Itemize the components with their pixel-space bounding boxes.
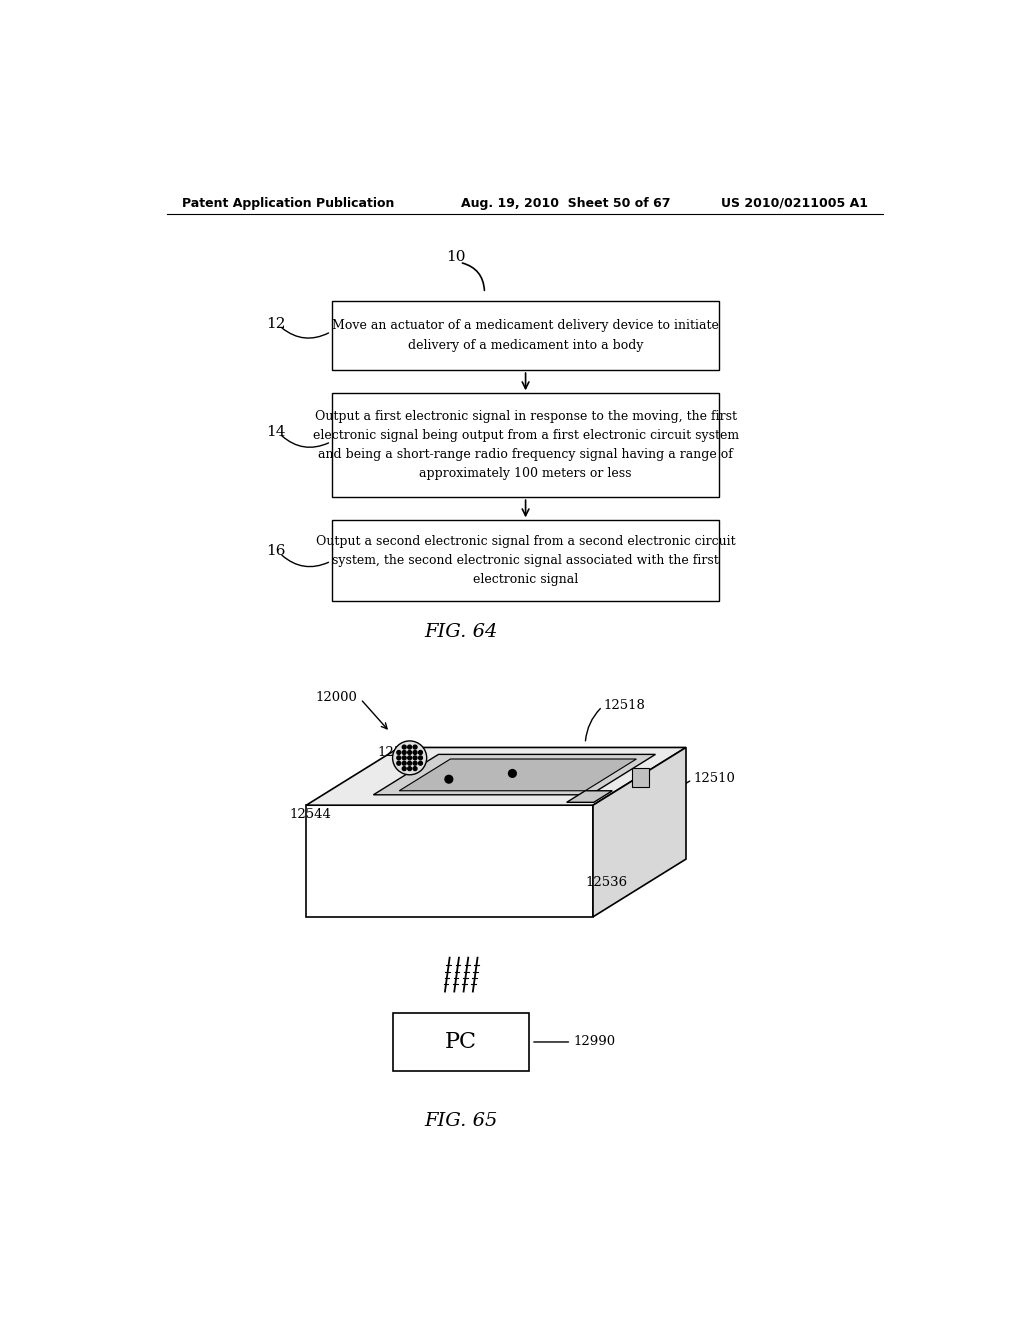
Circle shape [419, 751, 423, 755]
Text: Move an actuator of a medicament delivery device to initiate
delivery of a medic: Move an actuator of a medicament deliver… [332, 319, 719, 351]
Text: Output a first electronic signal in response to the moving, the first
electronic: Output a first electronic signal in resp… [312, 411, 738, 480]
Polygon shape [374, 755, 655, 795]
FancyArrowPatch shape [282, 329, 329, 338]
Circle shape [402, 767, 407, 771]
Circle shape [445, 775, 453, 783]
Text: 14: 14 [266, 425, 286, 438]
FancyArrowPatch shape [362, 701, 387, 729]
Polygon shape [399, 759, 636, 791]
Text: 12544: 12544 [289, 808, 331, 821]
Circle shape [408, 767, 412, 771]
FancyArrowPatch shape [335, 817, 350, 833]
Text: FIG. 65: FIG. 65 [425, 1111, 498, 1130]
Circle shape [419, 762, 423, 766]
FancyArrowPatch shape [563, 884, 581, 899]
Circle shape [402, 756, 407, 760]
Polygon shape [593, 747, 686, 917]
Circle shape [402, 751, 407, 755]
Circle shape [413, 751, 417, 755]
Text: 16: 16 [266, 544, 286, 558]
Polygon shape [306, 805, 593, 917]
FancyArrowPatch shape [282, 436, 329, 447]
Text: PC: PC [444, 1031, 477, 1053]
Text: 12000: 12000 [315, 690, 357, 704]
FancyArrowPatch shape [463, 263, 484, 290]
Text: Patent Application Publication: Patent Application Publication [182, 197, 394, 210]
Circle shape [397, 756, 400, 760]
FancyBboxPatch shape [332, 301, 719, 370]
Circle shape [402, 744, 407, 748]
Text: 12518: 12518 [604, 698, 646, 711]
Text: 12530: 12530 [378, 746, 420, 759]
Circle shape [509, 770, 516, 777]
FancyBboxPatch shape [332, 393, 719, 498]
Polygon shape [306, 747, 686, 805]
FancyArrowPatch shape [586, 709, 600, 741]
Text: 12: 12 [266, 317, 286, 331]
Circle shape [408, 762, 412, 766]
Circle shape [413, 744, 417, 748]
FancyArrowPatch shape [665, 781, 690, 814]
Circle shape [397, 762, 400, 766]
Circle shape [413, 767, 417, 771]
Text: Aug. 19, 2010  Sheet 50 of 67: Aug. 19, 2010 Sheet 50 of 67 [461, 197, 671, 210]
Text: 12990: 12990 [573, 1035, 615, 1048]
FancyArrowPatch shape [282, 556, 329, 566]
Circle shape [408, 751, 412, 755]
FancyBboxPatch shape [393, 1014, 528, 1071]
FancyBboxPatch shape [632, 768, 649, 787]
Circle shape [408, 744, 412, 748]
Text: 12536: 12536 [586, 875, 628, 888]
Circle shape [413, 762, 417, 766]
Circle shape [397, 751, 400, 755]
FancyArrowPatch shape [424, 755, 453, 777]
Text: FIG. 64: FIG. 64 [425, 623, 498, 642]
Circle shape [392, 741, 427, 775]
Circle shape [402, 762, 407, 766]
Circle shape [408, 756, 412, 760]
FancyBboxPatch shape [332, 520, 719, 601]
Text: 12510: 12510 [693, 772, 735, 785]
Text: 10: 10 [445, 249, 465, 264]
Circle shape [413, 756, 417, 760]
Polygon shape [566, 791, 612, 803]
Text: US 2010/0211005 A1: US 2010/0211005 A1 [721, 197, 868, 210]
Text: Output a second electronic signal from a second electronic circuit
system, the s: Output a second electronic signal from a… [315, 535, 735, 586]
Circle shape [419, 756, 423, 760]
